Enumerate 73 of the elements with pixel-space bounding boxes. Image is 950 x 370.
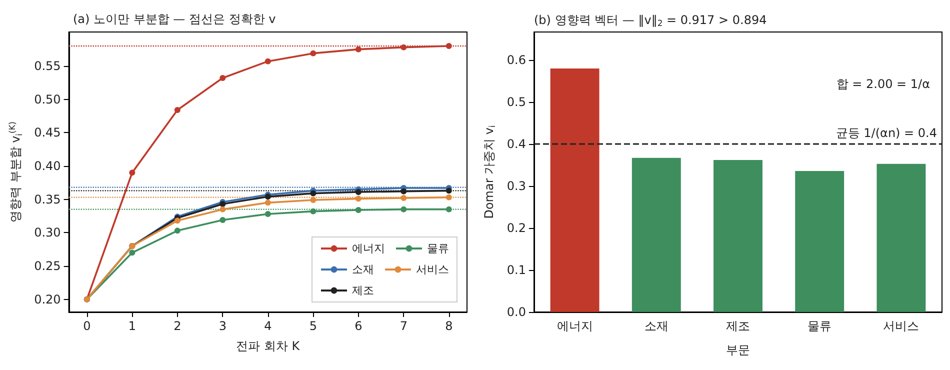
point xyxy=(220,217,226,223)
y-tick-label: 0.45 xyxy=(34,126,61,140)
point xyxy=(446,206,452,212)
point xyxy=(310,197,316,203)
x-tick-label: 6 xyxy=(354,319,362,333)
y-tick-label: 0.2 xyxy=(506,221,526,236)
y-tick-label: 0.25 xyxy=(34,259,61,273)
point xyxy=(174,228,180,234)
x-axis-title: 부문 xyxy=(726,343,750,357)
y-tick-label: 0.6 xyxy=(506,53,526,68)
y-tick-label: 0.30 xyxy=(34,226,61,240)
x-tick-label: 5 xyxy=(309,319,317,333)
y-axis-title: Domar 가중치 vi xyxy=(482,125,497,219)
x-tick-label: 8 xyxy=(445,319,453,333)
point xyxy=(400,195,407,201)
legend-label: 제조 xyxy=(352,284,374,297)
point xyxy=(129,250,136,256)
y-tick-label: 0.20 xyxy=(34,292,61,306)
point xyxy=(355,207,362,213)
point xyxy=(220,206,226,212)
legend-label: 서비스 xyxy=(416,263,449,276)
x-tick-label: 0 xyxy=(83,319,91,333)
x-axis-title: 전파 회차 K xyxy=(236,339,301,353)
ref-line-label: 균등 1/(αn) = 0.4 xyxy=(836,126,937,140)
point xyxy=(174,107,180,113)
point xyxy=(355,46,362,52)
x-tick-label: 3 xyxy=(218,319,226,333)
x-tick-label: 4 xyxy=(264,319,272,333)
x-tick-label: 제조 xyxy=(726,319,750,333)
point xyxy=(400,44,407,50)
y-tick-label: 0.0 xyxy=(506,305,526,319)
y-tick-label: 0.35 xyxy=(34,192,61,206)
x-tick-label: 1 xyxy=(128,319,136,333)
y-axis-title: 영향력 부분합 vi(K) xyxy=(7,121,24,223)
bar xyxy=(632,158,681,312)
point xyxy=(310,50,316,56)
chart-title: (a) 노이만 부분합 — 점선은 정확한 v xyxy=(73,12,276,26)
x-tick-label: 서비스 xyxy=(883,319,920,333)
point xyxy=(264,200,271,206)
point xyxy=(174,218,180,224)
x-tick-label: 소재 xyxy=(644,319,668,333)
point xyxy=(129,170,136,176)
x-tick-label: 물류 xyxy=(808,319,832,333)
annotation: 합 = 2.00 = 1/α xyxy=(836,77,930,91)
point xyxy=(355,196,362,202)
point xyxy=(446,188,452,194)
y-tick-label: 0.50 xyxy=(34,92,61,106)
point xyxy=(264,58,271,64)
point xyxy=(264,211,271,217)
point xyxy=(355,189,362,195)
bar xyxy=(714,160,762,312)
legend-label: 물류 xyxy=(427,242,449,255)
bar xyxy=(795,170,844,312)
point xyxy=(310,208,316,214)
x-tick-label: 2 xyxy=(174,319,182,333)
y-tick-label: 0.3 xyxy=(506,179,526,194)
point xyxy=(400,206,407,212)
y-tick-label: 0.40 xyxy=(34,159,61,173)
x-tick-label: 에너지 xyxy=(556,319,593,333)
bar xyxy=(550,68,600,312)
y-tick-label: 0.4 xyxy=(506,137,526,152)
point xyxy=(400,188,407,194)
y-tick-label: 0.55 xyxy=(34,59,61,73)
point xyxy=(446,43,452,49)
legend-label: 소재 xyxy=(352,263,374,276)
point xyxy=(310,190,316,196)
x-tick-label: 7 xyxy=(400,319,408,333)
legend-label: 에너지 xyxy=(352,242,385,255)
point xyxy=(446,194,452,200)
y-tick-label: 0.1 xyxy=(506,263,526,278)
point xyxy=(220,75,226,81)
bar xyxy=(876,164,926,312)
y-tick-label: 0.5 xyxy=(506,95,526,110)
